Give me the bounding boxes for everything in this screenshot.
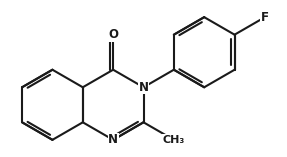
- Text: N: N: [139, 81, 148, 94]
- Text: CH₃: CH₃: [163, 135, 185, 145]
- Text: O: O: [108, 28, 118, 41]
- Text: N: N: [108, 133, 118, 146]
- Text: F: F: [261, 11, 269, 24]
